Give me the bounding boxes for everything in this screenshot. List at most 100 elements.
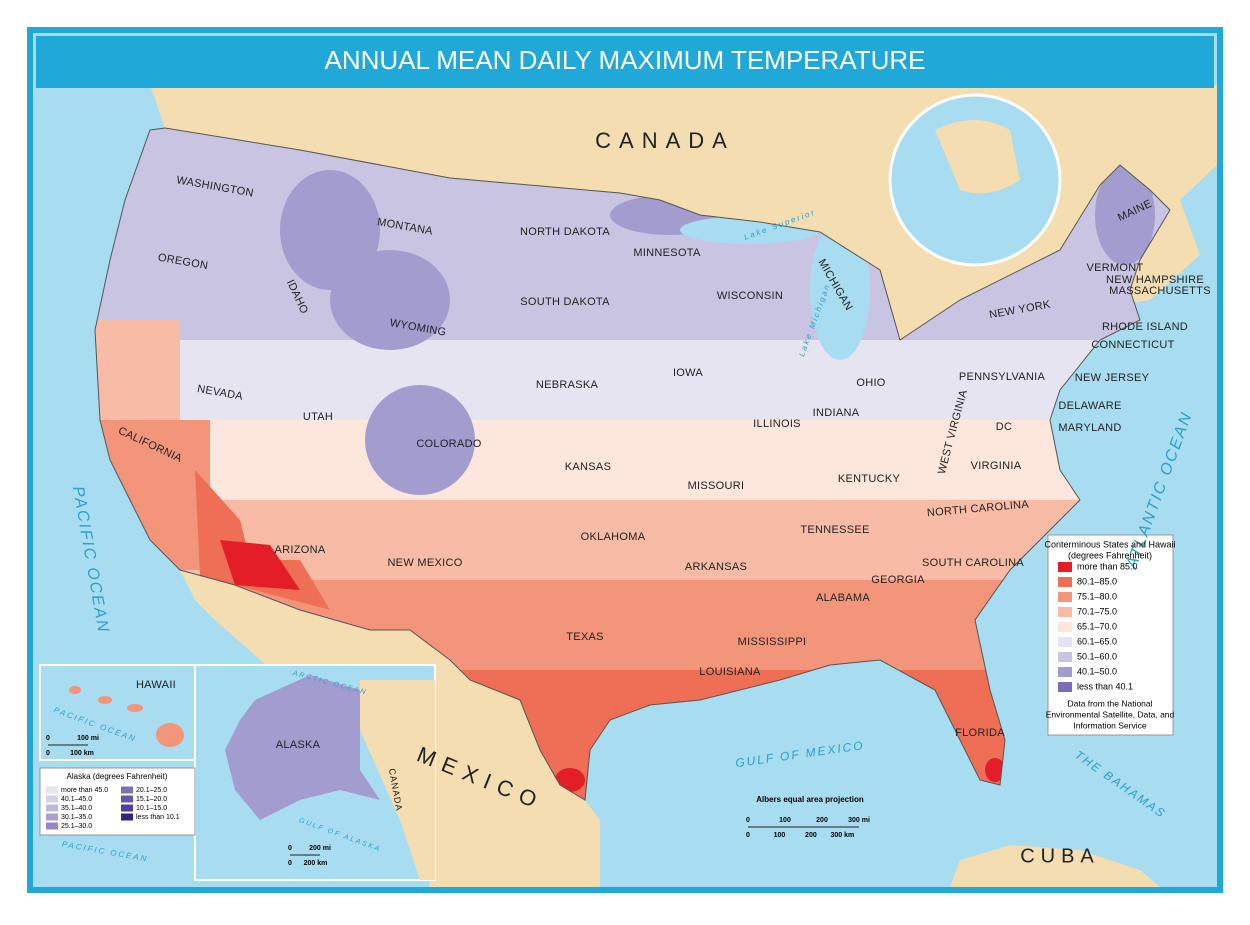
legend-label: 75.1–80.0 [1077, 591, 1117, 601]
scale-bar-label: 0 [746, 832, 750, 839]
alaska-legend-swatch [46, 822, 58, 830]
alaska-legend-label: 25.1–30.0 [61, 823, 92, 830]
state-label: NEW MEXICO [387, 557, 462, 569]
scale-bar-label: 100 [779, 817, 791, 824]
state-label: UTAH [303, 411, 333, 423]
state-label: ARIZONA [275, 544, 326, 556]
legend-label: 50.1–60.0 [1077, 651, 1117, 661]
alaska-legend-label: 15.1–20.0 [136, 796, 167, 803]
scale-bar-label: 300 mi [848, 817, 870, 824]
alaska-scale-label: 200 mi [309, 845, 331, 852]
country-label: CANADA [595, 128, 735, 153]
alaska-legend-label: 40.1–45.0 [61, 796, 92, 803]
alaska-legend-swatch [121, 813, 133, 821]
projection-label: Albers equal area projection [756, 795, 864, 804]
alaska-legend-swatch [46, 804, 58, 812]
legend-label: less than 40.1 [1077, 681, 1133, 691]
state-label: TENNESSEE [800, 524, 869, 536]
legend-swatch [1058, 682, 1072, 692]
legend-label: 80.1–85.0 [1077, 576, 1117, 586]
state-label: KANSAS [565, 461, 611, 473]
cuba-land [950, 845, 1160, 887]
state-label: DELAWARE [1058, 400, 1121, 412]
state-label: MARYLAND [1058, 422, 1121, 434]
legend-source: Environmental Satellite, Data, and [1046, 709, 1175, 719]
alaska-legend-label: more than 45.0 [61, 787, 108, 794]
alaska-legend-label: 10.1–15.0 [136, 805, 167, 812]
state-label: COLORADO [416, 438, 481, 450]
state-label: VIRGINIA [971, 460, 1022, 472]
state-label: HAWAII [136, 679, 176, 691]
scale-bar-label: 200 [816, 817, 828, 824]
hawaii-scale-label: 0 [46, 750, 50, 757]
legend-swatch [1058, 637, 1072, 647]
alaska-legend-swatch [46, 813, 58, 821]
state-label: VERMONT [1086, 262, 1143, 274]
legend-label: 65.1–70.0 [1077, 621, 1117, 631]
legend-swatch [1058, 592, 1072, 602]
state-label: RHODE ISLAND [1102, 321, 1188, 333]
state-label: IOWA [673, 367, 703, 379]
state-label: FLORIDA [955, 727, 1005, 739]
map-title: ANNUAL MEAN DAILY MAXIMUM TEMPERATURE [325, 45, 926, 75]
legend-source: Data from the National [1067, 698, 1152, 708]
state-label: WISCONSIN [717, 290, 783, 302]
alaska-legend-swatch [121, 804, 133, 812]
alaska-legend-box [39, 767, 196, 836]
state-label: NEW JERSEY [1075, 372, 1150, 384]
hawaii-scale-label: 100 mi [77, 735, 99, 742]
alaska-scale-label: 200 km [304, 860, 328, 867]
alaska-scale-label: 0 [288, 860, 292, 867]
globe-land [935, 120, 1020, 194]
country-label: CUBA [1020, 845, 1100, 867]
scale-bar-label: 300 km [830, 832, 854, 839]
legend-swatch [1058, 667, 1072, 677]
state-label: SOUTH CAROLINA [922, 557, 1024, 569]
alaska-canada-land [360, 680, 435, 880]
alaska-scale-label: 0 [288, 845, 292, 852]
state-label: CONNECTICUT [1091, 339, 1174, 351]
state-label: NORTH DAKOTA [520, 226, 610, 238]
state-label: NEBRASKA [536, 379, 599, 391]
state-label: MINNESOTA [633, 247, 701, 259]
legend-swatch [1058, 562, 1072, 572]
state-label: OHIO [856, 377, 885, 389]
state-label: SOUTH DAKOTA [520, 296, 610, 308]
state-label: MISSOURI [688, 480, 745, 492]
alaska-legend-label: 30.1–35.0 [61, 814, 92, 821]
alaska-land [225, 675, 380, 820]
legend-label: more than 85.0 [1077, 561, 1138, 571]
state-label: DC [996, 421, 1013, 433]
state-label: PENNSYLVANIA [959, 371, 1046, 383]
legend-title: Conterminous States and Hawaii [1044, 539, 1175, 549]
state-label: ARKANSAS [685, 561, 747, 573]
alaska-legend-swatch [121, 786, 133, 794]
legend-swatch [1058, 652, 1072, 662]
hawaii-scale-label: 0 [46, 735, 50, 742]
scale-bar-label: 100 [774, 832, 786, 839]
alaska-legend-label: 35.1–40.0 [61, 805, 92, 812]
alaska-legend-label: 20.1–25.0 [136, 787, 167, 794]
state-label: LOUISIANA [699, 666, 761, 678]
state-label: MISSISSIPPI [738, 636, 807, 648]
alaska-legend-swatch [46, 795, 58, 803]
hawaii-islands [69, 686, 184, 747]
legend-swatch [1058, 577, 1072, 587]
state-label: ALASKA [276, 739, 321, 751]
scale-bar-label: 0 [746, 817, 750, 824]
hawaii-scale-label: 100 km [70, 750, 94, 757]
state-label: OKLAHOMA [581, 531, 646, 543]
title-bar [36, 36, 1214, 88]
state-label: ILLINOIS [753, 418, 801, 430]
legend-swatch [1058, 622, 1072, 632]
legend-swatch [1058, 607, 1072, 617]
legend-source: Information Service [1073, 720, 1146, 730]
alaska-legend-label: less than 10.1 [136, 814, 180, 821]
state-label: NEW HAMPSHIRE [1106, 274, 1204, 286]
state-label: KENTUCKY [838, 473, 901, 485]
state-label: MASSACHUSETTS [1109, 285, 1211, 297]
state-label: INDIANA [813, 407, 860, 419]
legend-label: 40.1–50.0 [1077, 666, 1117, 676]
legend-label: 70.1–75.0 [1077, 606, 1117, 616]
state-label: TEXAS [566, 631, 604, 643]
